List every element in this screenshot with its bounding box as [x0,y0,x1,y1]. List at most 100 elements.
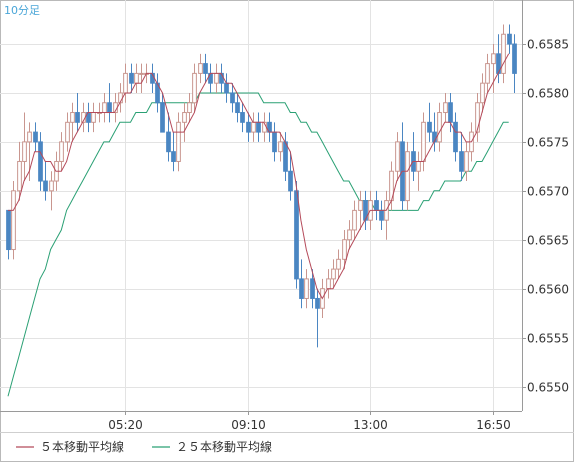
candle-body [187,102,192,114]
x-tick-label: 13:00 [353,418,388,432]
candle-body [171,151,176,162]
y-tick-label: 0.6575 [527,136,569,150]
candle [150,63,155,93]
candle [219,63,224,93]
candle [166,112,171,162]
candle-body [485,63,490,84]
candle [11,181,16,260]
candle-body [182,112,187,123]
candle-body [102,102,107,114]
candle [171,132,176,172]
x-tick-label: 09:10 [231,418,266,432]
candle-body [326,278,331,290]
candle [256,112,261,142]
candle [49,171,54,211]
candle-body [283,141,288,172]
candle [107,83,112,123]
candle-body [475,102,480,133]
candle-body [256,121,261,133]
candle-body [214,72,219,84]
candle [400,122,405,211]
candle [224,73,229,103]
candle [427,102,432,142]
candle-body [49,180,54,192]
y-tick-label: 0.6555 [527,332,569,346]
candle-body [198,63,203,74]
candle-body [379,209,384,221]
candle [352,200,357,240]
candle-body [33,131,38,143]
candle [421,112,426,172]
candle-body [11,190,16,251]
candle-body [59,141,64,162]
candle-body [315,297,320,309]
candle-body [27,131,32,143]
candle [363,190,368,230]
candle-body [176,121,181,162]
candle [459,132,464,182]
candle-body [464,151,469,172]
candle [358,190,363,230]
candle-body [347,229,352,241]
candle [160,92,165,133]
candle-body [288,170,293,192]
candle-body [336,258,341,270]
y-tick-label: 0.6560 [527,283,569,297]
y-tick-label: 0.6550 [527,381,569,395]
candle [17,141,22,201]
candle [432,112,437,152]
candle-body [358,200,363,211]
candle [123,63,128,103]
candle [139,63,144,93]
y-tick-label: 0.6580 [527,87,569,101]
candle-body [6,209,11,251]
candle-body [251,121,256,133]
legend: ５本移動平均線 ２５本移動平均線 [16,439,272,454]
candle [416,151,421,191]
candle [155,73,160,113]
candle [331,259,336,289]
candle-body [38,141,43,182]
candle [464,141,469,182]
candle-body [107,102,112,114]
candle [59,132,64,172]
candle [310,269,315,309]
candle [379,200,384,230]
candle-body [331,268,336,280]
candle-body [65,121,70,143]
candle-body [230,92,235,104]
candle [480,73,485,113]
candle [208,63,213,93]
candle-layer [6,24,517,348]
candle-body [278,141,283,153]
candle-body [235,102,240,114]
candle [134,63,139,93]
candle-body [443,102,448,114]
candle-body [501,33,506,74]
candle-body [43,180,48,192]
candle [299,259,304,309]
candle [214,63,219,93]
candle-body [512,43,517,74]
candle-body [75,112,80,123]
axis-layer: 0.6585 0.6580 0.6575 0.6570 0.6565 0.6560 0.65… [0,0,574,433]
y-tick-label: 0.6585 [527,38,569,52]
candle [304,269,309,309]
candle [235,92,240,123]
candle [405,141,410,211]
candle [176,112,181,172]
candle-body [352,209,357,231]
candle [278,132,283,162]
candle [22,112,27,182]
candle [507,24,512,54]
candle-body [129,72,134,84]
candle-body [17,160,22,192]
candle [384,190,389,240]
ma25-series-line [7,92,509,397]
candle-body [294,190,299,280]
candle [251,112,256,142]
candle [501,24,506,84]
candle [182,102,187,142]
candle [326,269,331,299]
